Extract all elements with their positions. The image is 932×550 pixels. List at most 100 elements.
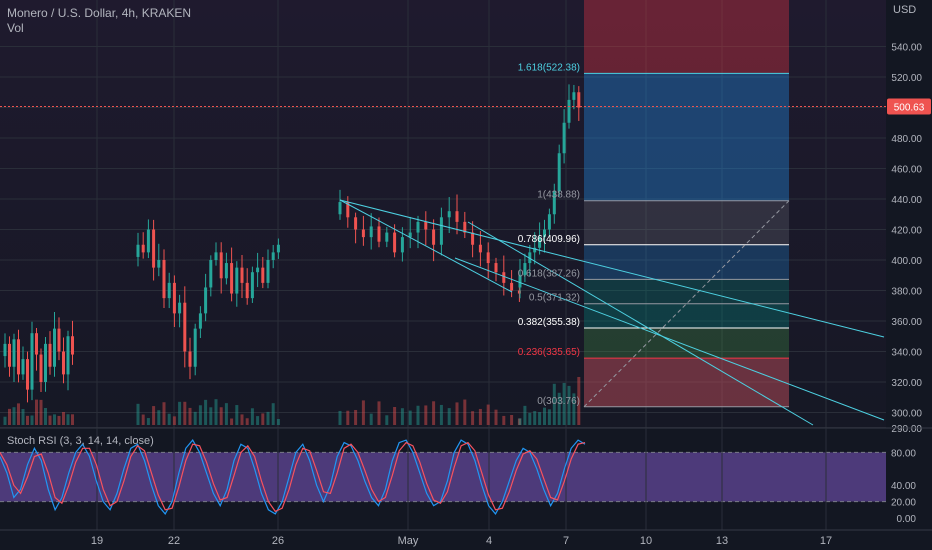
candle-body[interactable]: [8, 343, 11, 367]
candle-body[interactable]: [12, 339, 16, 367]
trendline[interactable]: [454, 257, 885, 421]
candle-body[interactable]: [572, 92, 576, 100]
trendline[interactable]: [339, 199, 513, 293]
candle-body[interactable]: [276, 244, 280, 253]
candle-body[interactable]: [377, 226, 381, 242]
stoch-rsi-pane[interactable]: [0, 427, 932, 530]
candle-body[interactable]: [240, 267, 244, 283]
trendline[interactable]: [467, 221, 814, 426]
candle-body[interactable]: [39, 354, 43, 382]
fibonacci-zones[interactable]: [583, 0, 790, 408]
candle-body[interactable]: [369, 226, 373, 238]
candle-body[interactable]: [26, 359, 29, 390]
candle-body[interactable]: [557, 153, 561, 192]
candle-body[interactable]: [224, 263, 228, 279]
candle-body[interactable]: [346, 202, 350, 218]
candle-body[interactable]: [66, 336, 70, 375]
candle-body[interactable]: [178, 302, 182, 314]
candle-body[interactable]: [523, 263, 527, 276]
candle-body[interactable]: [214, 252, 218, 260]
candle-body[interactable]: [408, 232, 412, 238]
candle-body[interactable]: [266, 260, 270, 283]
candle-body[interactable]: [57, 328, 61, 352]
candle-body[interactable]: [230, 263, 234, 294]
candle-body[interactable]: [510, 282, 514, 291]
candle-body[interactable]: [517, 290, 521, 294]
candle-body[interactable]: [271, 252, 275, 260]
symbol-title[interactable]: Monero / U.S. Dollar, 4h, KRAKEN: [7, 6, 192, 20]
candle-body[interactable]: [48, 343, 52, 367]
time-axis[interactable]: 19 22 26 May 4 7 10 13 17: [0, 529, 932, 550]
candle-body[interactable]: [62, 351, 65, 375]
candle-body[interactable]: [198, 313, 202, 329]
candle-body[interactable]: [53, 328, 56, 367]
candle-body[interactable]: [538, 237, 542, 248]
stoch-d-line[interactable]: [0, 441, 586, 513]
candle-body[interactable]: [250, 272, 254, 299]
candle-body[interactable]: [172, 282, 176, 314]
currency-label[interactable]: USD: [893, 4, 917, 16]
candle-body[interactable]: [502, 272, 506, 283]
candle-body[interactable]: [146, 229, 150, 253]
candle-body[interactable]: [400, 237, 404, 253]
candle-body[interactable]: [567, 99, 571, 123]
candle-body[interactable]: [533, 247, 537, 253]
volume-label[interactable]: Vol: [7, 21, 24, 35]
candle-body[interactable]: [157, 260, 161, 268]
candle-body[interactable]: [416, 221, 420, 233]
candle-body[interactable]: [141, 244, 145, 253]
stoch-k-line[interactable]: [0, 439, 586, 515]
candle-body[interactable]: [385, 232, 389, 242]
candle-body[interactable]: [424, 221, 428, 230]
candle-body[interactable]: [528, 252, 532, 264]
candle-body[interactable]: [478, 244, 482, 253]
candle-body[interactable]: [183, 302, 187, 352]
candle-body[interactable]: [577, 92, 581, 108]
candle-body[interactable]: [209, 260, 213, 288]
candle-body[interactable]: [518, 275, 522, 288]
trendline[interactable]: [339, 199, 885, 338]
candle-body[interactable]: [235, 267, 239, 294]
candle-body[interactable]: [393, 232, 397, 253]
candle-body[interactable]: [162, 260, 166, 299]
candle-body[interactable]: [219, 252, 223, 279]
candle-body[interactable]: [30, 333, 34, 390]
candle-body[interactable]: [439, 217, 443, 245]
trendlines[interactable]: [339, 199, 885, 426]
candle-body[interactable]: [167, 282, 171, 299]
candle-body[interactable]: [3, 343, 7, 357]
candle-body[interactable]: [136, 244, 140, 257]
fib-level-label: 0(303.76): [537, 396, 580, 407]
candle-body[interactable]: [486, 252, 490, 264]
candle-body[interactable]: [471, 232, 475, 245]
candle-body[interactable]: [361, 229, 365, 238]
candle-body[interactable]: [21, 359, 25, 375]
time-tick-label: 7: [563, 535, 569, 547]
candle-body[interactable]: [432, 229, 436, 245]
candle-body[interactable]: [256, 267, 260, 273]
candle-body[interactable]: [152, 229, 156, 268]
candle-body[interactable]: [494, 263, 498, 273]
price-axis[interactable]: 540.00520.00500.00480.00460.00440.00420.…: [886, 0, 932, 550]
candle-body[interactable]: [193, 328, 197, 367]
candlestick-series[interactable]: [3, 84, 581, 403]
candle-body[interactable]: [338, 202, 342, 215]
candle-body[interactable]: [35, 333, 38, 355]
candle-body[interactable]: [455, 211, 459, 222]
candle-body[interactable]: [447, 211, 451, 218]
candle-body[interactable]: [543, 229, 546, 238]
candle-body[interactable]: [44, 343, 47, 382]
candle-body[interactable]: [562, 122, 566, 154]
candle-body[interactable]: [552, 191, 556, 215]
candle-body[interactable]: [188, 351, 192, 367]
candle-body[interactable]: [245, 282, 249, 299]
candle-body[interactable]: [354, 217, 358, 230]
stoch-rsi-label[interactable]: Stoch RSI (3, 3, 14, 14, close): [7, 435, 154, 447]
candle-body[interactable]: [261, 267, 265, 283]
candle-body[interactable]: [17, 339, 20, 375]
candle-body[interactable]: [204, 287, 208, 314]
candle-body[interactable]: [547, 214, 551, 230]
candle-body[interactable]: [71, 336, 74, 355]
candle-body[interactable]: [463, 221, 467, 233]
